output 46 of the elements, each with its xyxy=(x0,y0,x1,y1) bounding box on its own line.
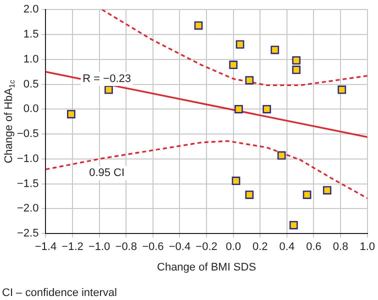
point xyxy=(338,86,346,94)
y-tick-label: −2.0 xyxy=(16,202,39,215)
x-tick-label: −0.6 xyxy=(142,241,164,254)
point xyxy=(229,60,238,70)
point xyxy=(104,86,113,94)
line-series xyxy=(101,10,368,86)
x-axis-title: Change of BMI SDS xyxy=(157,261,256,274)
y-tick-label: −0.5 xyxy=(16,128,39,140)
x-tick-label: 0.6 xyxy=(306,241,322,254)
x-tick-label: 0.0 xyxy=(226,241,241,254)
x-tick-label: −1.4 xyxy=(34,241,57,254)
y-tick-label: −1.5 xyxy=(16,178,39,190)
y-tick-label: 1.0 xyxy=(23,53,39,66)
point xyxy=(292,56,301,65)
point xyxy=(270,46,280,54)
point xyxy=(194,21,203,30)
point xyxy=(245,190,254,199)
point xyxy=(234,104,243,114)
point xyxy=(302,190,312,199)
point xyxy=(277,151,286,160)
x-tick-label: 0.2 xyxy=(252,241,268,254)
x-tick-label: −0.8 xyxy=(115,241,137,254)
point xyxy=(292,66,301,74)
point xyxy=(66,110,76,118)
point xyxy=(232,176,240,186)
x-tick-label: −0.4 xyxy=(168,241,191,254)
annotation: 0.95 CI xyxy=(89,167,125,180)
point xyxy=(262,104,272,114)
y-tick-label: 0.0 xyxy=(23,103,39,116)
y-tick-label: 0.5 xyxy=(23,78,39,90)
x-tick-label: −1.2 xyxy=(62,241,84,254)
y-tick-label: 1.5 xyxy=(23,28,39,41)
y-tick-label: 2.0 xyxy=(23,4,39,16)
point xyxy=(245,76,254,84)
x-tick-label: −0.2 xyxy=(196,241,218,254)
point xyxy=(322,186,332,194)
y-tick-label: −1.0 xyxy=(16,152,39,165)
y-tick-label: −2.5 xyxy=(16,228,39,240)
x-tick-label: 0.8 xyxy=(332,241,348,254)
x-tick-label: −1.0 xyxy=(88,241,110,254)
point xyxy=(236,40,244,49)
text: CI – confidence interval xyxy=(2,287,117,300)
x-tick-label: 0.4 xyxy=(279,241,295,254)
x-tick-label: 1.0 xyxy=(360,241,376,254)
point xyxy=(289,220,298,230)
annotation: R = −0.23 xyxy=(82,73,131,86)
